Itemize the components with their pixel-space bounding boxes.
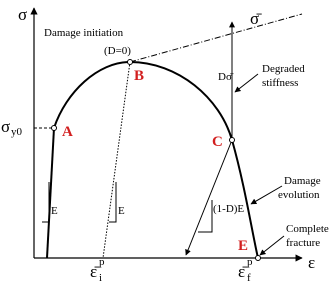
- point-e: [255, 255, 261, 261]
- eps-i-superscript: p: [99, 256, 105, 268]
- degraded-arrow: [234, 73, 259, 93]
- eps-f-superscript: p: [247, 256, 253, 268]
- evolution-arrow: [250, 185, 283, 205]
- unload-initiation: [102, 61, 131, 259]
- annotation: Complete: [286, 223, 329, 235]
- annotation: Damage: [284, 175, 321, 187]
- point-b: [127, 59, 133, 65]
- undamaged-line: [129, 13, 303, 63]
- annotation: Damage initiation: [44, 27, 124, 39]
- point-label: B: [134, 68, 144, 84]
- eps-i-symbol: ε̄: [90, 262, 100, 281]
- annotation: stiffness: [262, 77, 298, 89]
- stress-curve: [53, 60, 259, 259]
- annotation: Dσ̄: [218, 71, 234, 83]
- annotation: Degraded: [262, 63, 305, 75]
- eps-f-subscript: f: [247, 272, 251, 283]
- fracture-arrow: [259, 235, 285, 256]
- annotation: evolution: [278, 189, 320, 201]
- slope-label: (1-D)E: [213, 203, 244, 215]
- y-axis-label: σ: [18, 5, 27, 24]
- eps-f-symbol: ε̄: [238, 262, 248, 281]
- annotation: σ̄: [250, 9, 262, 28]
- point-label: C: [212, 134, 223, 150]
- point-label: E: [238, 238, 248, 254]
- slope-triangle: [42, 182, 50, 223]
- point-a: [51, 125, 57, 131]
- point-c: [229, 137, 235, 143]
- slope-label: E: [118, 205, 125, 217]
- slope-triangle: [109, 182, 117, 223]
- slope-triangle: [198, 200, 213, 233]
- yield-subscript: y0: [11, 126, 23, 138]
- annotation: fracture: [286, 237, 320, 249]
- point-label: A: [62, 124, 73, 140]
- elastic-line: [46, 127, 55, 259]
- slope-label: E: [51, 205, 58, 217]
- yield-symbol: σ: [1, 117, 10, 136]
- unload-degraded: [185, 139, 233, 256]
- annotation: (D=0): [104, 45, 131, 57]
- x-axis-label: ε: [308, 253, 315, 272]
- eps-i-subscript: i: [99, 272, 102, 283]
